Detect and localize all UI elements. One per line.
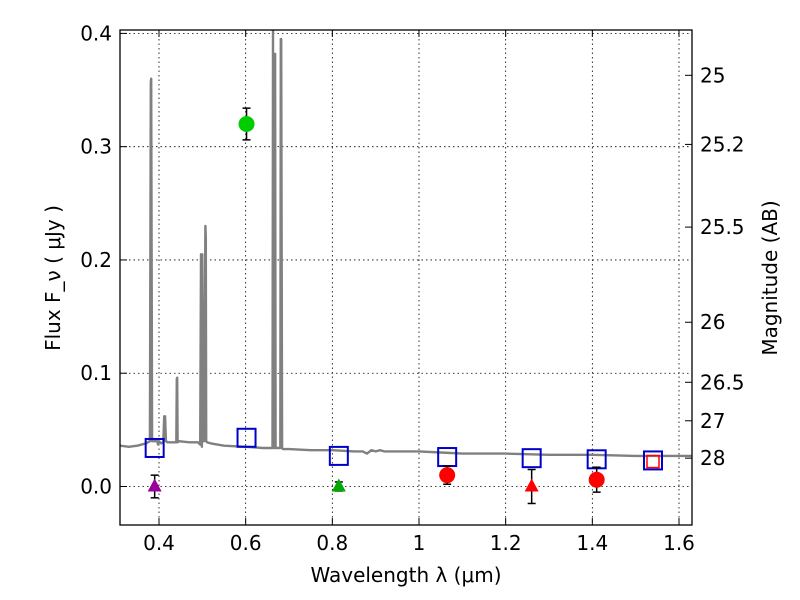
y-tick-label: 0.3 [80,135,112,159]
y-tick-label: 0.2 [80,248,112,272]
right-axis-label: Magnitude (AB) [758,200,782,355]
model-square-point [236,427,257,448]
right-tick-label: 25.2 [700,132,745,156]
right-tick-label: 26.5 [700,370,745,394]
upper-limit-triangle [147,478,162,492]
model-square-point [643,450,663,471]
x-tick-label: 1 [413,531,426,555]
grid [120,30,692,525]
right-tick-label: 26 [700,310,725,334]
right-tick-label: 28 [700,446,725,470]
model-square-point [586,449,607,470]
y-tick-label: 0.1 [80,361,112,385]
x-axis-label: Wavelength λ (μm) [310,563,501,587]
y-axis-label: Flux F_ν ( μJy ) [41,205,65,351]
upper-limit-triangle [524,478,539,492]
y-tick-label: 0.4 [80,21,112,45]
sed-model-line [120,30,692,458]
x-tick-label: 1.6 [663,531,695,555]
model-square-point [437,447,458,468]
data-point [238,116,255,133]
model-square-point [144,437,165,458]
model-square-point [328,445,349,466]
data-point [588,471,605,488]
data-point [439,467,456,484]
model-square-point [521,448,542,469]
plot-area [120,30,692,505]
x-tick-label: 1.2 [490,531,522,555]
y-tick-label: 0.0 [80,474,112,498]
ticks: 0.4 0.6 0.8 1 1.2 1.4 1.6 0.0 0.1 0.2 0.3 0.4 25 25.2… [80,21,744,555]
right-tick-label: 27 [700,409,725,433]
right-tick-label: 25.5 [700,215,745,239]
x-tick-label: 1.4 [576,531,608,555]
plot-frame [119,29,693,526]
upper-limit-triangle [331,478,346,492]
x-tick-label: 0.6 [230,531,262,555]
right-tick-label: 25 [700,63,725,87]
x-tick-label: 0.4 [143,531,175,555]
x-tick-label: 0.8 [316,531,348,555]
data-square-point [646,454,660,469]
